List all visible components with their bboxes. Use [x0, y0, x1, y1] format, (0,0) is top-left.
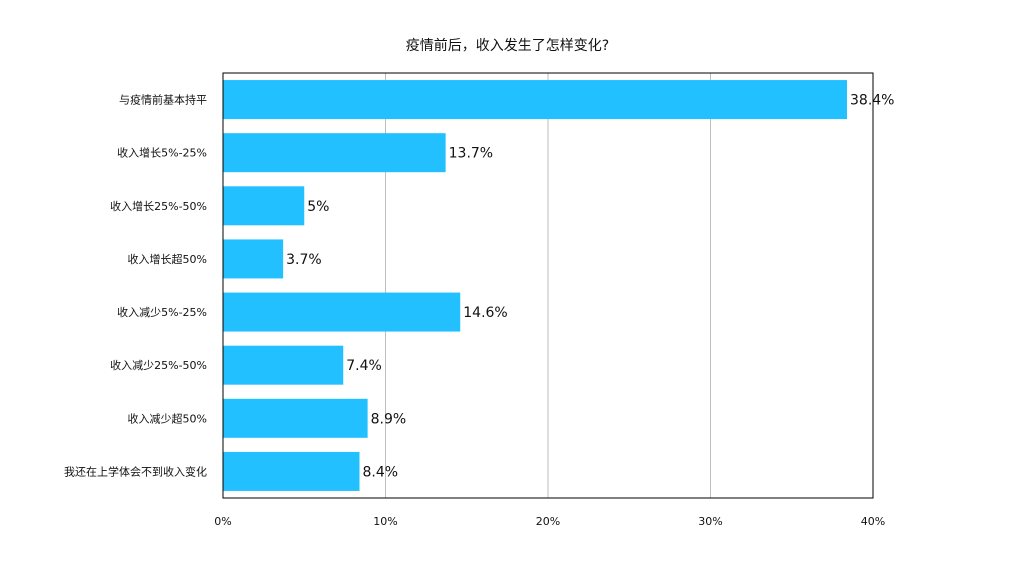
data-label: 3.7% — [286, 252, 322, 268]
category-label: 收入增长超50% — [128, 252, 207, 266]
x-tick-label: 10% — [373, 515, 397, 528]
x-tick-label: 20% — [536, 515, 560, 528]
bar — [223, 133, 446, 173]
bar — [223, 239, 284, 279]
category-label: 与疫情前基本持平 — [119, 93, 207, 107]
x-tick-label: 30% — [698, 515, 722, 528]
plot-frame — [222, 72, 874, 499]
data-label: 8.9% — [371, 411, 407, 427]
data-label: 5% — [307, 199, 329, 215]
x-tick-label: 0% — [214, 515, 231, 528]
bar — [223, 451, 360, 491]
category-label: 我还在上学体会不到收入变化 — [64, 464, 207, 478]
category-label: 收入增长5%-25% — [117, 146, 207, 160]
chart-title: 疫情前后，收入发生了怎样变化? — [405, 38, 610, 54]
x-tick-label: 40% — [861, 515, 885, 528]
category-label: 收入增长25%-50% — [110, 199, 207, 213]
bar — [223, 186, 305, 226]
category-label: 收入减少25%-50% — [110, 358, 207, 372]
data-label: 8.4% — [363, 464, 399, 480]
category-label: 收入减少超50% — [128, 411, 207, 425]
bar — [223, 292, 461, 332]
category-label: 收入减少5%-25% — [117, 305, 207, 319]
bar — [223, 80, 847, 120]
bar — [223, 398, 368, 438]
data-label: 14.6% — [463, 305, 507, 321]
data-label: 7.4% — [346, 358, 382, 374]
bar — [223, 345, 344, 385]
data-label: 38.4% — [850, 93, 894, 109]
data-label: 13.7% — [449, 146, 493, 162]
